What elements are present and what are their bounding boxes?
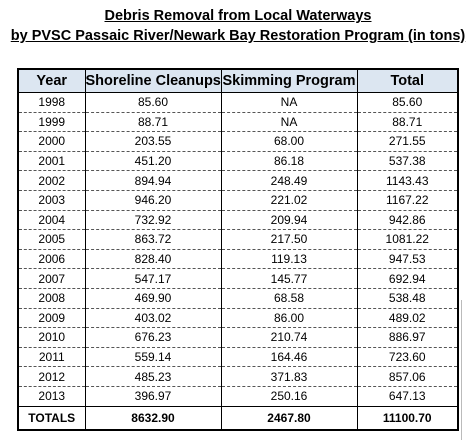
table-row: 2001 451.20 86.18 537.38 — [17, 151, 459, 172]
table-row: 2002 894.94 248.49 1143.43 — [17, 170, 459, 191]
cell-year: 2007 — [17, 268, 85, 289]
cell-shoreline: 559.14 — [84, 347, 221, 368]
cell-year: 2001 — [17, 151, 85, 172]
cell-total: 692.94 — [356, 268, 459, 289]
cell-skimming: 86.00 — [220, 308, 357, 329]
table-row: 2005 863.72 217.50 1081.22 — [17, 229, 459, 250]
table-header-row: Year Shoreline Cleanups Skimming Program… — [17, 68, 459, 93]
cell-skimming: 68.00 — [220, 131, 357, 152]
cell-skimming: 371.83 — [220, 366, 357, 387]
cell-year: 2008 — [17, 288, 85, 309]
document-subtitle: by PVSC Passaic River/Newark Bay Restora… — [10, 28, 466, 44]
totals-skimming: 2467.80 — [220, 406, 357, 431]
cell-skimming: 250.16 — [220, 386, 357, 407]
table-row: 2006 828.40 119.13 947.53 — [17, 249, 459, 270]
table-row: 2011 559.14 164.46 723.60 — [17, 347, 459, 368]
cell-shoreline: 946.20 — [84, 190, 221, 211]
cell-total: 857.06 — [356, 366, 459, 387]
debris-removal-table: Year Shoreline Cleanups Skimming Program… — [17, 68, 459, 431]
header-shoreline-cleanups: Shoreline Cleanups — [84, 68, 221, 93]
cell-year: 2013 — [17, 386, 85, 407]
cell-total: 538.48 — [356, 288, 459, 309]
cell-year: 1999 — [17, 112, 85, 133]
cell-total: 271.55 — [356, 131, 459, 152]
table-row: 2007 547.17 145.77 692.94 — [17, 268, 459, 289]
cell-skimming: 221.02 — [220, 190, 357, 211]
cell-skimming: 119.13 — [220, 249, 357, 270]
title-block: Debris Removal from Local Waterways by P… — [0, 6, 476, 46]
table-row: 2009 403.02 86.00 489.02 — [17, 308, 459, 329]
cell-skimming: 248.49 — [220, 170, 357, 191]
cell-shoreline: 88.71 — [84, 112, 221, 133]
cell-shoreline: 676.23 — [84, 327, 221, 348]
cell-year: 2000 — [17, 131, 85, 152]
header-skimming-program: Skimming Program — [220, 68, 357, 93]
cell-total: 1167.22 — [356, 190, 459, 211]
cell-total: 886.97 — [356, 327, 459, 348]
table-row: 1998 85.60 NA 85.60 — [17, 92, 459, 113]
cell-shoreline: 828.40 — [84, 249, 221, 270]
cell-skimming: 164.46 — [220, 347, 357, 368]
cell-total: 489.02 — [356, 308, 459, 329]
cell-shoreline: 403.02 — [84, 308, 221, 329]
cell-skimming: NA — [220, 92, 357, 113]
cell-skimming: 209.94 — [220, 210, 357, 231]
cell-year: 1998 — [17, 92, 85, 113]
table-row: 2010 676.23 210.74 886.97 — [17, 327, 459, 348]
cell-total: 537.38 — [356, 151, 459, 172]
sheet-edge-divider — [461, 300, 462, 440]
table-row: 1999 88.71 NA 88.71 — [17, 112, 459, 133]
cell-skimming: 217.50 — [220, 229, 357, 250]
table-row: 2000 203.55 68.00 271.55 — [17, 131, 459, 152]
cell-year: 2009 — [17, 308, 85, 329]
cell-total: 85.60 — [356, 92, 459, 113]
cell-skimming: NA — [220, 112, 357, 133]
cell-shoreline: 85.60 — [84, 92, 221, 113]
cell-year: 2005 — [17, 229, 85, 250]
cell-total: 1143.43 — [356, 170, 459, 191]
cell-year: 2003 — [17, 190, 85, 211]
table-row: 2008 469.90 68.58 538.48 — [17, 288, 459, 309]
cell-shoreline: 396.97 — [84, 386, 221, 407]
cell-skimming: 68.58 — [220, 288, 357, 309]
cell-year: 2004 — [17, 210, 85, 231]
header-year: Year — [17, 68, 85, 93]
totals-row: TOTALS 8632.90 2467.80 11100.70 — [17, 406, 459, 431]
table-row: 2004 732.92 209.94 942.86 — [17, 210, 459, 231]
cell-total: 88.71 — [356, 112, 459, 133]
cell-shoreline: 863.72 — [84, 229, 221, 250]
cell-year: 2012 — [17, 366, 85, 387]
cell-year: 2010 — [17, 327, 85, 348]
cell-shoreline: 485.23 — [84, 366, 221, 387]
table-row: 2012 485.23 371.83 857.06 — [17, 366, 459, 387]
totals-label: TOTALS — [17, 406, 85, 431]
cell-year: 2002 — [17, 170, 85, 191]
cell-total: 942.86 — [356, 210, 459, 231]
cell-shoreline: 732.92 — [84, 210, 221, 231]
cell-total: 947.53 — [356, 249, 459, 270]
cell-skimming: 210.74 — [220, 327, 357, 348]
cell-year: 2011 — [17, 347, 85, 368]
header-total: Total — [356, 68, 459, 93]
cell-skimming: 86.18 — [220, 151, 357, 172]
cell-year: 2006 — [17, 249, 85, 270]
cell-shoreline: 547.17 — [84, 268, 221, 289]
table-row: 2013 396.97 250.16 647.13 — [17, 386, 459, 407]
cell-shoreline: 451.20 — [84, 151, 221, 172]
cell-total: 647.13 — [356, 386, 459, 407]
totals-shoreline: 8632.90 — [84, 406, 221, 431]
document-title: Debris Removal from Local Waterways — [104, 8, 372, 24]
cell-shoreline: 894.94 — [84, 170, 221, 191]
cell-shoreline: 203.55 — [84, 131, 221, 152]
table-row: 2003 946.20 221.02 1167.22 — [17, 190, 459, 211]
cell-total: 723.60 — [356, 347, 459, 368]
cell-shoreline: 469.90 — [84, 288, 221, 309]
cell-total: 1081.22 — [356, 229, 459, 250]
cell-skimming: 145.77 — [220, 268, 357, 289]
totals-total: 11100.70 — [356, 406, 459, 431]
